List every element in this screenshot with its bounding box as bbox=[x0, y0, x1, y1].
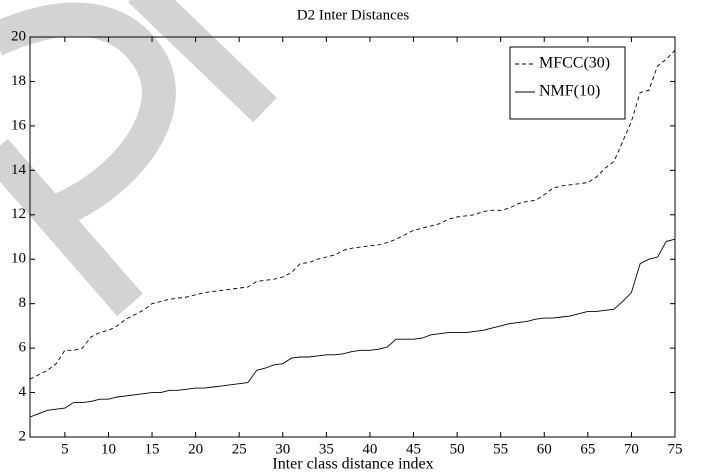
y-tick-label: 4 bbox=[19, 384, 27, 400]
plot-frame bbox=[29, 36, 676, 438]
x-tick-label: 70 bbox=[624, 441, 639, 457]
x-tick-label: 25 bbox=[232, 441, 247, 457]
y-tick-label: 12 bbox=[11, 206, 26, 222]
chart-title: D2 Inter Distances bbox=[297, 7, 410, 23]
x-tick-label: 30 bbox=[275, 441, 290, 457]
x-tick-label: 10 bbox=[101, 441, 116, 457]
y-tick-label: 10 bbox=[11, 251, 26, 267]
y-tick-label: 14 bbox=[11, 162, 27, 178]
y-tick-label: 18 bbox=[11, 73, 26, 89]
y-tick-label: 2 bbox=[19, 428, 27, 444]
x-tick-label: 20 bbox=[188, 441, 203, 457]
y-tick-label: 8 bbox=[19, 295, 27, 311]
y-tick-label: 20 bbox=[11, 28, 26, 44]
y-tick-label: 16 bbox=[11, 117, 27, 133]
watermark-stroke bbox=[0, 138, 143, 317]
legend-box bbox=[509, 46, 626, 120]
x-tick-label: 40 bbox=[362, 441, 377, 457]
x-tick-label: 65 bbox=[580, 441, 595, 457]
x-tick-label: 15 bbox=[145, 441, 160, 457]
y-tick-label: 6 bbox=[19, 340, 27, 356]
watermark bbox=[0, 0, 277, 317]
legend-label: NMF(10) bbox=[539, 83, 600, 100]
watermark-stroke bbox=[128, 0, 277, 123]
x-tick-label: 55 bbox=[493, 441, 508, 457]
legend-label: MFCC(30) bbox=[539, 55, 610, 72]
series-line bbox=[29, 50, 676, 380]
watermark-stroke bbox=[0, 2, 176, 226]
series-line bbox=[29, 238, 676, 418]
x-axis-label: Inter class distance index bbox=[272, 456, 433, 473]
x-tick-label: 60 bbox=[537, 441, 552, 457]
x-tick-label: 50 bbox=[450, 441, 465, 457]
x-tick-label: 75 bbox=[668, 441, 683, 457]
x-tick-label: 5 bbox=[61, 441, 69, 457]
x-tick-label: 45 bbox=[406, 441, 421, 457]
x-tick-label: 35 bbox=[319, 441, 334, 457]
